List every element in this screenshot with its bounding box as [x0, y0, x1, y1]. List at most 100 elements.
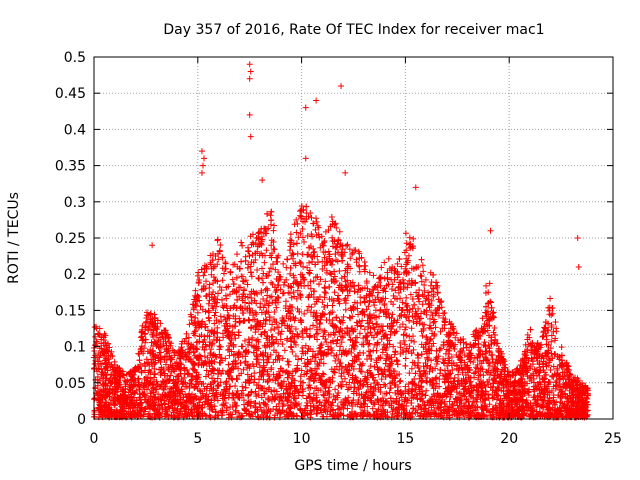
- data-point: [401, 326, 408, 333]
- data-point: [329, 309, 336, 316]
- data-point: [301, 239, 308, 246]
- data-point: [269, 321, 276, 328]
- data-point: [194, 309, 201, 316]
- data-point: [419, 301, 426, 308]
- data-point: [304, 264, 311, 271]
- data-point: [197, 388, 204, 395]
- data-point: [423, 387, 430, 394]
- data-point: [201, 353, 208, 360]
- data-point: [226, 342, 233, 349]
- data-point: [433, 374, 440, 381]
- data-point: [306, 259, 313, 266]
- data-point: [304, 232, 311, 239]
- data-point: [268, 242, 275, 249]
- data-point: [539, 333, 546, 340]
- data-point: [284, 256, 291, 263]
- data-point: [284, 358, 291, 365]
- data-point: [378, 264, 385, 271]
- data-point: [336, 228, 343, 235]
- data-point: [331, 279, 338, 286]
- data-point: [408, 325, 415, 332]
- data-point: [319, 266, 326, 273]
- data-point: [472, 369, 479, 376]
- data-point: [394, 274, 401, 281]
- data-point: [321, 239, 328, 246]
- data-point: [361, 259, 368, 266]
- data-point: [453, 330, 460, 337]
- data-point: [266, 384, 273, 391]
- data-point: [214, 397, 221, 404]
- data-point: [440, 356, 447, 363]
- data-point: [397, 295, 404, 302]
- data-point: [295, 356, 302, 363]
- data-point: [335, 406, 342, 413]
- data-point: [334, 336, 341, 343]
- data-point: [255, 392, 262, 399]
- data-point: [202, 324, 209, 331]
- data-point: [425, 289, 432, 296]
- data-point: [299, 344, 306, 351]
- data-point: [333, 314, 340, 321]
- data-point: [453, 389, 460, 396]
- data-point: [206, 333, 213, 340]
- data-point: [553, 398, 560, 405]
- data-point: [420, 363, 427, 370]
- data-point: [304, 307, 311, 314]
- data-point: [370, 392, 377, 399]
- data-point: [248, 294, 255, 301]
- data-point: [489, 356, 496, 363]
- data-point: [398, 263, 405, 270]
- data-point: [385, 255, 392, 262]
- data-point: [210, 289, 217, 296]
- data-point: [137, 334, 144, 341]
- data-point: [211, 358, 218, 365]
- data-point: [335, 292, 342, 299]
- data-point: [321, 303, 328, 310]
- data-point: [340, 402, 347, 409]
- data-point: [159, 410, 166, 417]
- data-point: [270, 227, 277, 234]
- data-point: [332, 357, 339, 364]
- data-point: [428, 288, 435, 295]
- data-point: [317, 387, 324, 394]
- data-point: [434, 289, 441, 296]
- data-point: [336, 267, 343, 274]
- data-point: [410, 333, 417, 340]
- data-point: [211, 403, 218, 410]
- data-point: [420, 308, 427, 315]
- data-point: [411, 338, 418, 345]
- data-point: [275, 352, 282, 359]
- data-point: [441, 360, 448, 367]
- data-point: [287, 270, 294, 277]
- data-point: [426, 322, 433, 329]
- data-point: [200, 272, 207, 279]
- data-point: [367, 348, 374, 355]
- data-point: [186, 321, 193, 328]
- data-point: [547, 367, 554, 374]
- data-point: [156, 344, 163, 351]
- data-point: [290, 338, 297, 345]
- data-point: [242, 293, 249, 300]
- data-point: [349, 249, 356, 256]
- data-point: [422, 276, 429, 283]
- data-point: [341, 375, 348, 382]
- data-point: [321, 327, 328, 334]
- data-point: [252, 399, 259, 406]
- data-point: [389, 311, 396, 318]
- data-point: [437, 328, 444, 335]
- data-point: [419, 262, 426, 269]
- data-point: [392, 287, 399, 294]
- data-point: [273, 388, 280, 395]
- data-point: [300, 350, 307, 357]
- data-point: [122, 378, 129, 385]
- data-point: [491, 324, 498, 331]
- data-point: [446, 332, 453, 339]
- data-point: [308, 231, 315, 238]
- data-point: [204, 354, 211, 361]
- data-point: [246, 252, 253, 259]
- data-point: [403, 304, 410, 311]
- data-point: [314, 330, 321, 337]
- data-point: [402, 324, 409, 331]
- data-point: [267, 351, 274, 358]
- data-point: [421, 401, 428, 408]
